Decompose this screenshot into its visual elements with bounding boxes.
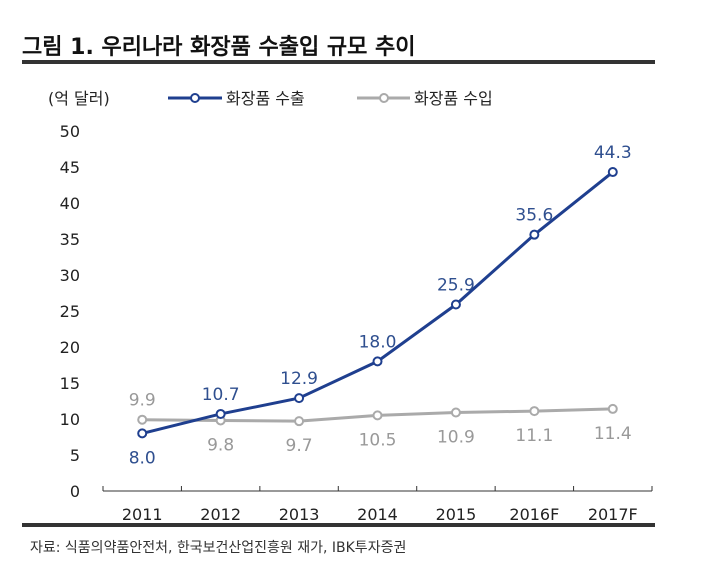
y-tick-label: 40 [60,194,80,213]
x-tick-label: 2016F [509,505,559,524]
data-label: 25.9 [437,276,475,296]
y-tick-label: 10 [60,410,80,429]
x-tick-label: 2015 [436,505,477,524]
legend-export-marker [190,93,200,103]
data-label: 12.9 [280,369,318,389]
y-tick-label: 5 [70,446,80,465]
data-point [294,416,305,427]
data-label: 18.0 [359,332,397,352]
chart-title: 그림 1. 우리나라 화장품 수출입 규모 추이 [22,35,415,60]
data-label: 10.5 [359,430,397,450]
data-label: 8.0 [129,448,156,468]
y-tick-label: 20 [60,338,80,357]
legend: 화장품 수출 화장품 수입 [168,89,493,108]
y-tick-label: 45 [60,158,80,177]
x-axis: 2011 2012 2013 2014 2015 2016F 2017F [102,486,653,524]
y-tick-label: 0 [70,482,80,501]
x-tick-label: 2014 [357,505,398,524]
data-point [137,428,148,439]
y-tick-label: 15 [60,374,80,393]
data-point [294,393,305,404]
data-label: 35.6 [515,206,553,226]
x-tick-label: 2011 [122,505,163,524]
legend-import-label: 화장품 수입 [414,89,493,108]
data-label: 9.8 [207,435,234,455]
legend-import-marker [379,93,389,103]
data-point [137,414,148,425]
data-point [450,407,461,418]
data-point [215,408,226,419]
x-tick-label: 2013 [279,505,320,524]
data-point [372,410,383,421]
x-tick-label: 2012 [200,505,241,524]
data-point [372,356,383,367]
legend-export-label: 화장품 수출 [226,89,305,108]
data-label: 10.9 [437,428,475,448]
y-tick-label: 30 [60,266,80,285]
data-label: 11.1 [515,426,553,446]
data-point [529,406,540,417]
data-point [529,229,540,240]
title-divider [22,60,655,64]
y-axis-unit: (억 달러) [48,89,110,108]
series-group: 9.9 9.8 9.7 10.5 10.9 11.1 11.4 8.0 10.7 12.9 18.0… [129,143,632,468]
x-tick-label: 2017F [588,505,638,524]
data-point [450,299,461,310]
data-label: 9.7 [286,436,313,456]
data-label: 11.4 [594,424,632,444]
footer-divider [22,523,655,527]
y-tick-label: 35 [60,230,80,249]
y-tick-label: 25 [60,302,80,321]
data-point [607,403,618,414]
source-note: 자료: 식품의약품안전처, 한국보건산업진흥원 재가, IBK투자증권 [30,540,406,556]
y-axis: 0 5 10 15 20 25 30 35 40 45 50 [60,122,80,501]
y-tick-label: 50 [60,122,80,141]
data-label: 10.7 [202,385,240,405]
data-point [607,167,618,178]
data-label: 9.9 [129,391,156,411]
data-label: 44.3 [594,143,632,163]
